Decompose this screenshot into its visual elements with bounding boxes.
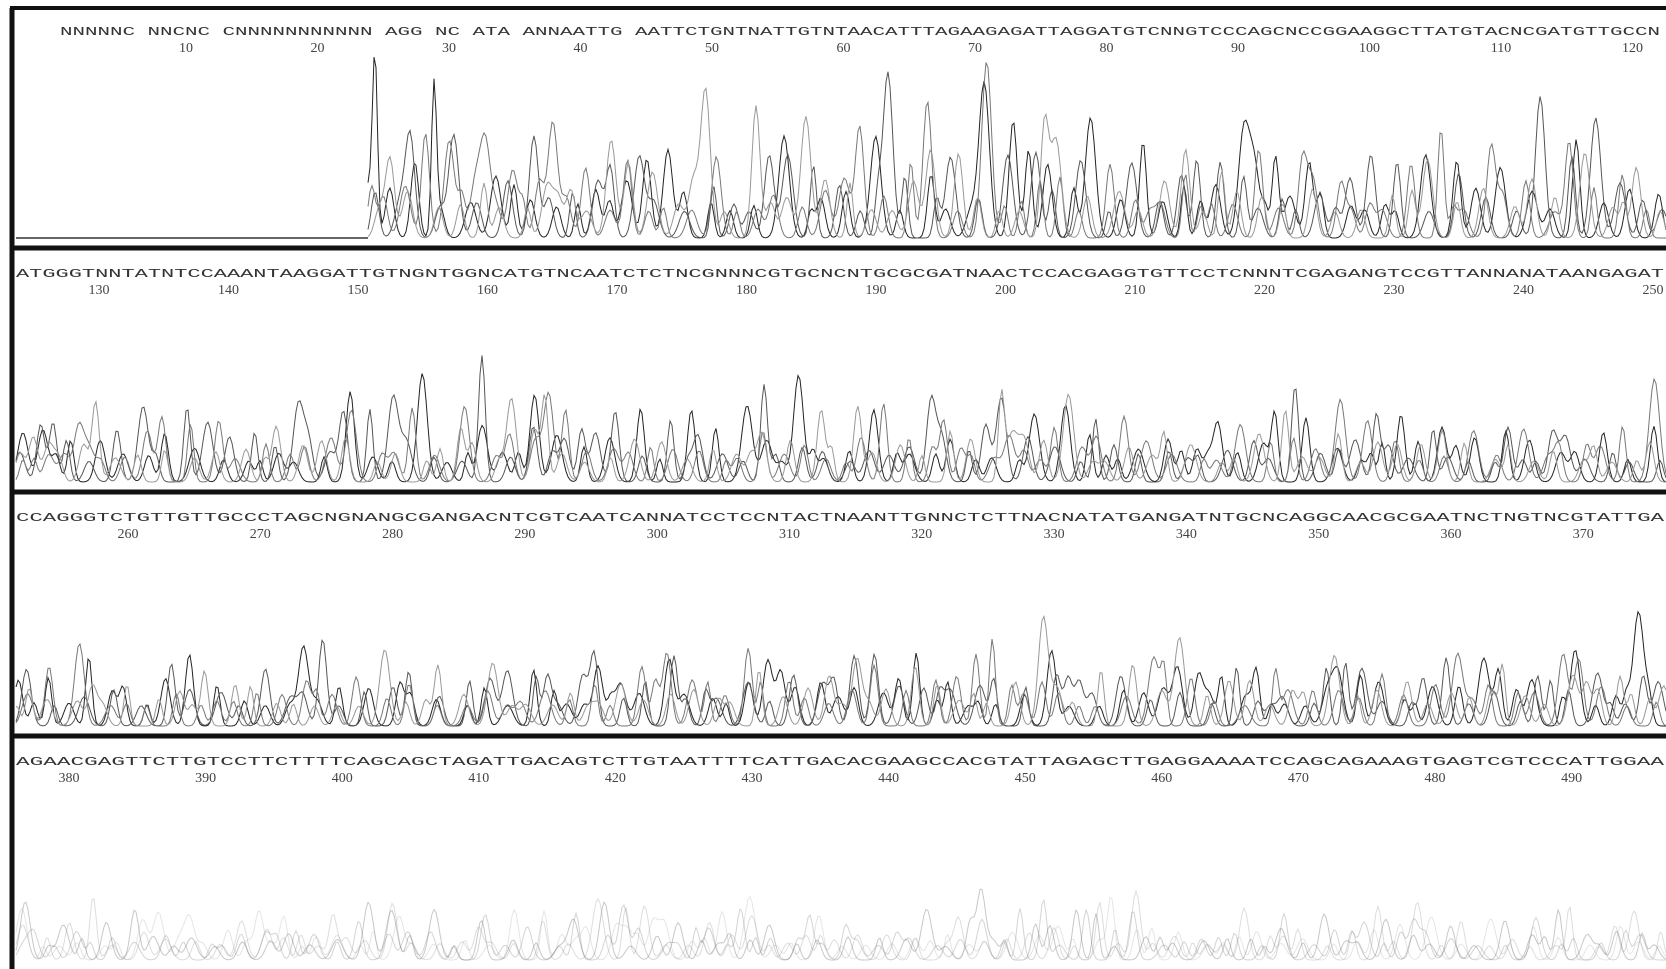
- position-label: 440: [878, 771, 899, 786]
- position-label: 160: [477, 283, 498, 298]
- position-label: 260: [118, 527, 139, 542]
- position-label: 90: [1231, 41, 1245, 56]
- trace: [367, 87, 1666, 239]
- position-label: 450: [1015, 771, 1036, 786]
- position-label: 210: [1125, 283, 1146, 298]
- sequence: ATGGGTNNTATNTCCAAANTAAGGATTGTNGNTGGNCATG…: [16, 267, 1664, 281]
- trace: [15, 895, 1666, 961]
- position-label: 360: [1441, 527, 1462, 542]
- position-label: 420: [605, 771, 626, 786]
- trace: [15, 355, 1666, 483]
- position-label: 410: [468, 771, 489, 786]
- position-label: 390: [195, 771, 216, 786]
- trace: [15, 614, 1666, 727]
- trace: [367, 71, 1666, 239]
- position-label: 20: [311, 41, 325, 56]
- position-label: 140: [218, 283, 239, 298]
- sequence: CCAGGGTCTGTTGTTGCCCTAGCNGNANGCGANGACNTCG…: [16, 511, 1665, 525]
- trace: [15, 639, 1666, 727]
- position-label: 350: [1308, 527, 1329, 542]
- trace: [15, 377, 1666, 483]
- trace: [15, 889, 1666, 961]
- position-label: 430: [742, 771, 763, 786]
- position-label: 50: [705, 41, 719, 56]
- position-label: 340: [1176, 527, 1197, 542]
- position-label: 220: [1254, 283, 1275, 298]
- position-label: 200: [995, 283, 1016, 298]
- position-label: 100: [1359, 41, 1380, 56]
- position-label: 330: [1044, 527, 1065, 542]
- position-label: 10: [179, 41, 193, 56]
- trace: [15, 639, 1666, 727]
- position-label: 60: [837, 41, 851, 56]
- trace: [15, 373, 1666, 483]
- position-label: 320: [911, 527, 932, 542]
- position-label: 290: [514, 527, 535, 542]
- position-label: 490: [1561, 771, 1582, 786]
- position-label: 190: [866, 283, 887, 298]
- position-label: 250: [1643, 283, 1664, 298]
- trace: [15, 389, 1666, 483]
- position-label: 230: [1384, 283, 1405, 298]
- position-label: 370: [1573, 527, 1594, 542]
- position-label: 300: [647, 527, 668, 542]
- position-label: 150: [348, 283, 369, 298]
- position-label: 270: [250, 527, 271, 542]
- trace: [15, 898, 1666, 961]
- sequence: AGAACGAGTTCTTGTCCTTCTTTTCAGCAGCTAGATTGAC…: [16, 755, 1666, 769]
- position-label: 470: [1288, 771, 1309, 786]
- trace: [15, 610, 1666, 727]
- position-label: 240: [1513, 283, 1534, 298]
- trace: [367, 62, 1666, 239]
- position-label: 30: [442, 41, 456, 56]
- trace: [15, 888, 1666, 961]
- trace: [367, 57, 1666, 239]
- position-label: 40: [574, 41, 588, 56]
- position-label: 170: [607, 283, 628, 298]
- position-label: 480: [1425, 771, 1446, 786]
- position-label: 80: [1100, 41, 1114, 56]
- sequence: NNNNNC NNCNC CNNNNNNNNNNN AGG NC ATA ANN…: [60, 25, 1660, 39]
- position-label: 280: [382, 527, 403, 542]
- position-label: 380: [59, 771, 80, 786]
- position-label: 180: [736, 283, 757, 298]
- position-label: 120: [1622, 41, 1643, 56]
- position-label: 110: [1491, 41, 1511, 56]
- position-label: 70: [968, 41, 982, 56]
- position-label: 310: [779, 527, 800, 542]
- position-label: 460: [1151, 771, 1172, 786]
- position-label: 400: [332, 771, 353, 786]
- position-label: 130: [89, 283, 110, 298]
